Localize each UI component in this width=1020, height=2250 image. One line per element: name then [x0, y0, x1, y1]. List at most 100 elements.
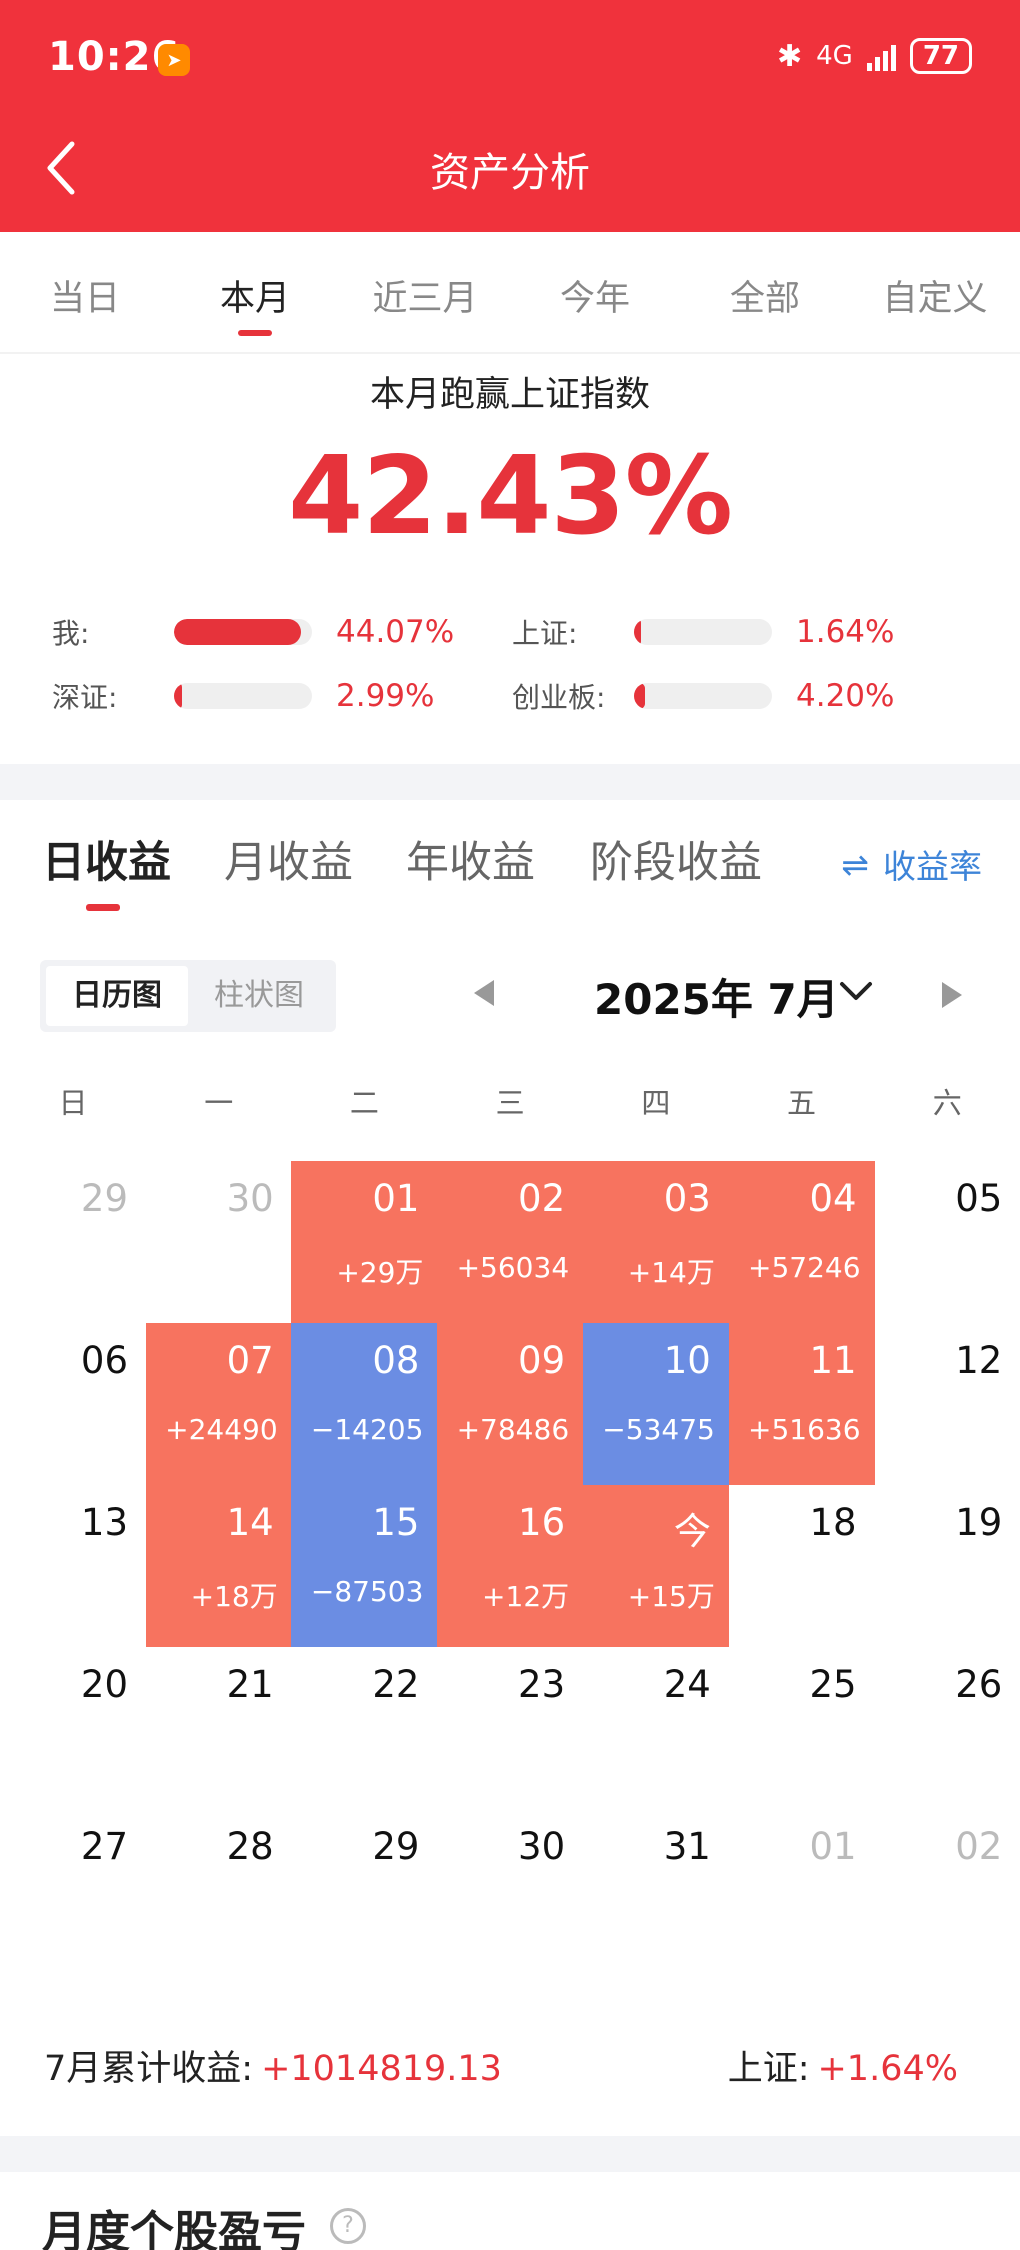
calendar-day-cell[interactable]: 30 — [146, 1161, 292, 1323]
tab-three-months[interactable]: 近三月 — [372, 279, 478, 319]
calendar-day-cell[interactable]: 28 — [146, 1809, 292, 1971]
calendar-day-cell[interactable]: 10 −53475 — [582, 1323, 729, 1485]
tab-period-earnings[interactable]: 阶段收益 — [590, 838, 762, 888]
calendar-day-cell[interactable]: 01 +29万 — [291, 1161, 438, 1323]
calendar-view-button[interactable]: 日历图 — [46, 966, 188, 1026]
section-title: 月度个股盈亏 — [42, 2207, 306, 2250]
calendar-day-number: 02 — [518, 1177, 566, 1220]
calendar-day-cell[interactable]: 01 — [729, 1809, 875, 1971]
chart-view-toggle: 日历图 柱状图 — [40, 960, 336, 1032]
chevron-down-icon[interactable] — [836, 976, 876, 1006]
calendar-day-number: 03 — [663, 1177, 711, 1220]
battery-icon: 77 — [909, 38, 972, 74]
bar-value: 1.64% — [796, 614, 895, 650]
calendar-day-number: 15 — [372, 1501, 420, 1544]
tab-monthly-earnings[interactable]: 月收益 — [224, 838, 353, 888]
calendar-day-cell[interactable]: 07 +24490 — [145, 1323, 292, 1485]
calendar-day-number: 31 — [663, 1825, 711, 1868]
calendar-day-number: 11 — [809, 1339, 857, 1382]
tab-all[interactable]: 全部 — [729, 279, 800, 319]
network-type: 4G — [816, 41, 853, 71]
calendar-day-earnings: +51636 — [748, 1413, 861, 1446]
calendar-day-cell[interactable]: 19 — [874, 1485, 1020, 1647]
calendar-day-number: 14 — [226, 1501, 274, 1544]
calendar-day-number: 29 — [80, 1177, 128, 1220]
calendar-day-cell[interactable]: 29 — [291, 1809, 437, 1971]
calendar-day-cell[interactable]: 21 — [146, 1647, 292, 1809]
bar-row-mine: 我: 44.07% — [52, 612, 454, 652]
calendar-day-cell[interactable]: 03 +14万 — [582, 1161, 729, 1323]
calendar-day-cell[interactable]: 08 −14205 — [291, 1323, 438, 1485]
earnings-tabs: 日收益 月收益 年收益 阶段收益 ⇌ 收益率 — [0, 800, 1020, 920]
calendar-day-number: 06 — [80, 1339, 128, 1382]
calendar-day-cell[interactable]: 今 +15万 — [582, 1485, 729, 1647]
calendar-day-cell[interactable]: 30 — [437, 1809, 583, 1971]
calendar-day-earnings: +24490 — [165, 1413, 278, 1446]
tab-daily-earnings[interactable]: 日收益 — [42, 838, 171, 888]
calendar-day-cell[interactable]: 09 +78486 — [437, 1323, 584, 1485]
calendar-day-cell[interactable]: 22 — [291, 1647, 437, 1809]
calendar-day-cell[interactable]: 11 +51636 — [728, 1323, 875, 1485]
help-icon[interactable]: ? — [330, 2208, 366, 2244]
calendar-day-earnings: +18万 — [190, 1580, 278, 1613]
calendar-day-number: 10 — [663, 1339, 711, 1382]
calendar-day-earnings: +14万 — [627, 1256, 715, 1289]
calendar-day-earnings: +29万 — [336, 1256, 424, 1289]
tab-today[interactable]: 当日 — [49, 279, 120, 319]
bar-track — [174, 619, 312, 645]
weekday-label: 四 — [641, 1086, 671, 1120]
tab-this-month[interactable]: 本月 — [170, 232, 340, 352]
bluetooth-icon: ✱ — [776, 38, 803, 74]
next-month-icon[interactable] — [942, 982, 962, 1008]
rate-toggle-label: 收益率 — [883, 847, 982, 886]
rate-toggle-button[interactable]: ⇌ 收益率 — [841, 840, 982, 888]
calendar-day-cell[interactable]: 14 +18万 — [145, 1485, 292, 1647]
calendar-day-number: 16 — [518, 1501, 566, 1544]
calendar-day-cell[interactable]: 02 — [874, 1809, 1020, 1971]
calendar-day-number: 22 — [372, 1663, 420, 1706]
prev-month-icon[interactable] — [474, 980, 494, 1006]
bar-view-button[interactable]: 柱状图 — [214, 978, 304, 1013]
status-time: 10:26 — [48, 34, 181, 80]
calendar-day-cell[interactable]: 02 +56034 — [437, 1161, 584, 1323]
calendar-day-cell[interactable]: 06 — [0, 1323, 146, 1485]
calendar-day-cell[interactable]: 18 — [729, 1485, 875, 1647]
calendar-day-number: 07 — [226, 1339, 274, 1382]
calendar-day-number: 12 — [955, 1339, 1003, 1382]
calendar-day-cell[interactable]: 25 — [729, 1647, 875, 1809]
calendar-day-earnings: −87503 — [310, 1575, 424, 1608]
tab-this-year[interactable]: 今年 — [559, 279, 630, 319]
tab-yearly-earnings[interactable]: 年收益 — [406, 838, 535, 888]
calendar-day-cell[interactable]: 26 — [874, 1647, 1020, 1809]
calendar-day-number: 09 — [518, 1339, 566, 1382]
tab-custom[interactable]: 自定义 — [882, 279, 988, 319]
calendar-day-earnings: +15万 — [627, 1580, 715, 1613]
calendar-day-cell[interactable]: 20 — [0, 1647, 146, 1809]
calendar-day-number: 23 — [518, 1663, 566, 1706]
calendar-day-cell[interactable]: 16 +12万 — [437, 1485, 584, 1647]
calendar-day-earnings: −53475 — [602, 1413, 715, 1446]
calendar-day-cell[interactable]: 27 — [0, 1809, 146, 1971]
bar-label: 创业板: — [512, 681, 606, 714]
calendar-day-cell[interactable]: 04 +57246 — [728, 1161, 875, 1323]
calendar-day-cell[interactable]: 15 −87503 — [291, 1485, 438, 1647]
calendar-day-number: 13 — [80, 1501, 128, 1544]
calendar-day-cell[interactable]: 12 — [874, 1323, 1020, 1485]
index-change-summary: 上证: +1.64% — [728, 2040, 958, 2091]
chevron-left-icon[interactable] — [42, 138, 82, 198]
calendar-day-cell[interactable]: 31 — [583, 1809, 729, 1971]
calendar-day-number: 28 — [226, 1825, 274, 1868]
calendar-day-number: 24 — [663, 1663, 711, 1706]
bar-track — [634, 619, 772, 645]
calendar-day-number: 30 — [226, 1177, 274, 1220]
calendar-day-number: 05 — [955, 1177, 1003, 1220]
month-selector[interactable]: 2025年 7月 — [594, 975, 839, 1024]
calendar-day-cell[interactable]: 05 — [874, 1161, 1020, 1323]
calendar-day-cell[interactable]: 13 — [0, 1485, 146, 1647]
comparison-value: 42.43% — [288, 434, 733, 559]
calendar-day-cell[interactable]: 23 — [437, 1647, 583, 1809]
calendar-day-cell[interactable]: 29 — [0, 1161, 146, 1323]
index-value: +1.64% — [817, 2049, 958, 2089]
bar-fill — [174, 619, 301, 645]
calendar-day-cell[interactable]: 24 — [583, 1647, 729, 1809]
